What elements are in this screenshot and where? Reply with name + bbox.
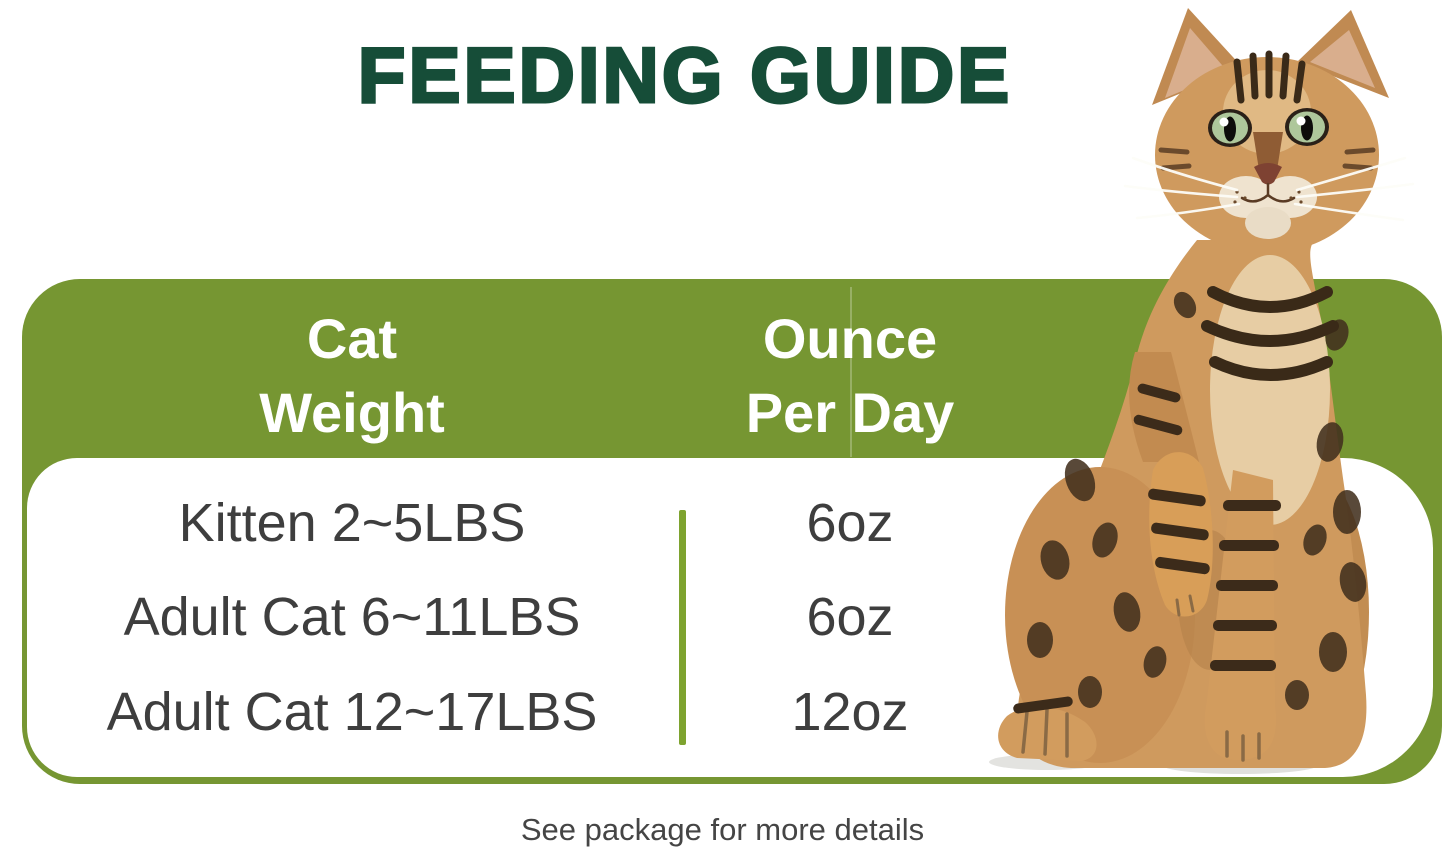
- whiskers: [1123, 156, 1415, 222]
- header-line: Per Day: [745, 381, 955, 444]
- footnote: See package for more details: [520, 812, 925, 847]
- column-header-cat-weight: Cat Weight: [22, 302, 682, 450]
- ounce-cell: 6oz: [806, 493, 894, 553]
- cat-head: [1123, 50, 1415, 253]
- cat-weight-cell: Kitten 2~5LBS: [178, 493, 526, 553]
- raised-paw: [1129, 352, 1213, 617]
- header-column-seam-line: [850, 287, 852, 457]
- page-title: FEEDING GUIDE: [356, 30, 1013, 121]
- table-row: Adult Cat 6~11LBS 6oz: [22, 581, 1018, 653]
- cat-weight-cell: Adult Cat 6~11LBS: [123, 587, 581, 647]
- ounce-cell: 12oz: [791, 682, 909, 742]
- table-row: Adult Cat 12~17LBS 12oz: [22, 676, 1018, 748]
- column-divider-line: [679, 510, 686, 745]
- fur-spots: [1027, 291, 1367, 710]
- header-line: Weight: [259, 381, 445, 444]
- front-leg: [1204, 470, 1281, 762]
- cat-eyes: [1208, 108, 1329, 147]
- table-row: Kitten 2~5LBS 6oz: [22, 487, 1018, 559]
- chest-stripes: [1201, 286, 1339, 381]
- cat-weight-cell: Adult Cat 12~17LBS: [106, 682, 598, 742]
- cat-ears: [1152, 8, 1389, 105]
- hind-foot: [998, 696, 1097, 761]
- header-line: Ounce: [762, 307, 938, 370]
- header-line: Cat: [306, 307, 398, 370]
- column-header-ounce-per-day: Ounce Per Day: [662, 302, 1038, 450]
- ounce-cell: 6oz: [806, 587, 894, 647]
- bengal-cat-image: [989, 8, 1415, 774]
